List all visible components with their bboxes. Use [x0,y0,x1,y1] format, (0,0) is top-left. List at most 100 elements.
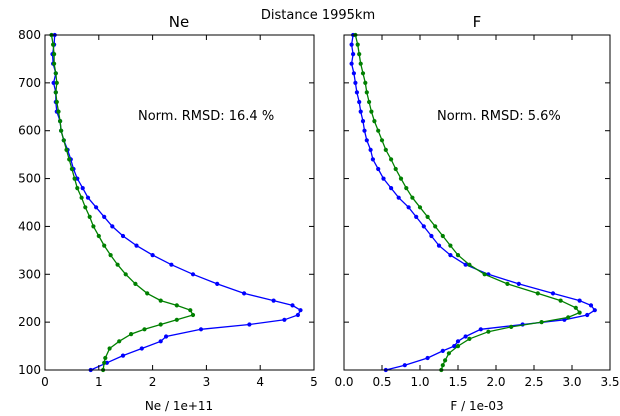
panel-f-series-blue-point [350,62,354,66]
panel-ne-series-blue-point [164,334,168,338]
panel-ne-series-green-line [52,35,194,370]
panel-f-series-blue-point [551,291,555,295]
panel-ne-series-green-point [54,90,58,94]
panel-f-series-green-point [365,90,369,94]
panel-f-y-axis [344,35,610,370]
panel-f-series-green-point [363,81,367,85]
panel-f-title: F [473,13,482,31]
panel-ne-series-green-point [54,71,58,75]
panel-ne-series-green-point [133,282,137,286]
x-tick-label: 2 [149,375,157,389]
panel-ne-series-blue-point [169,263,173,267]
panel-f-series-green-point [367,100,371,104]
panel-ne-series-green-point [175,318,179,322]
panel-f-series-green-point [359,62,363,66]
panel-f-series-green-point [456,253,460,257]
panel-ne-series-green-point [58,119,62,123]
panel-f-series-green-point [536,291,540,295]
panel-f-series-blue-point [369,148,373,152]
x-tick-label: 4 [256,375,264,389]
panel-f-series-green-point [441,363,445,367]
panel-ne-series-green-point [55,100,59,104]
panel-ne-series-blue-point [159,339,163,343]
panel-ne-series-green-point [159,299,163,303]
panel-ne-series-blue-point [121,354,125,358]
panel-f-series-green-point [578,311,582,315]
panel-ne-series-green-point [188,308,192,312]
panel-f-series-green-point [372,119,376,123]
panel-f-series-blue-point [407,205,411,209]
panel-f-series-blue-point [437,244,441,248]
x-tick-label: 3.5 [600,375,619,389]
y-tick-label: 100 [18,363,41,377]
panel-f-series-green-point [447,351,451,355]
panel-f-series-green-line [355,35,579,370]
panel-f-plot-area [350,33,597,372]
panel-ne-series-blue-point [199,327,203,331]
panel-f-series-blue-point [585,313,589,317]
panel-ne-series-green-point [145,291,149,295]
panel-f-series-green-point [574,306,578,310]
panel-ne-series-green-point [52,52,56,56]
x-tick-label: 2.5 [524,375,543,389]
panel-ne: Ne 100200300400500600700800 012345 Norm.… [18,13,318,413]
panel-f-series-green-point [433,224,437,228]
panel-f-series-blue-point [352,71,356,75]
panel-ne-series-green-point [191,313,195,317]
panel-f-series-blue-point [426,356,430,360]
panel-ne-series-green-point [91,224,95,228]
panel-f-series-blue-point [578,299,582,303]
panel-f-series-green-point [456,344,460,348]
panel-ne-series-green-point [142,327,146,331]
panel-ne-series-blue-point [290,303,294,307]
panel-ne-plot-area [49,33,302,372]
panel-f-series-green-point [394,167,398,171]
x-tick-label: 3.0 [562,375,581,389]
panel-f-series-green-point [559,299,563,303]
panel-f-series-green-point [483,272,487,276]
panel-f-series-green-point [418,205,422,209]
panel-f-series-blue-point [456,339,460,343]
panel-f-x-label: F / 1e-03 [450,399,503,413]
panel-f-series-blue-point [448,253,452,257]
y-tick-label: 600 [18,124,41,138]
panel-ne-title: Ne [169,13,189,31]
panel-ne-series-green-point [64,148,68,152]
panel-f-series-blue-point [403,363,407,367]
panel-f-series-green-point [426,215,430,219]
x-tick-label: 0.5 [372,375,391,389]
panel-f-series-blue-point [464,334,468,338]
panel-f-series-blue-point [479,327,483,331]
panel-ne-series-blue-point [102,215,106,219]
y-tick-label: 500 [18,172,41,186]
panel-f-series-green-point [443,358,447,362]
panel-ne-series-green-point [108,346,112,350]
panel-f-series-blue-point [376,167,380,171]
panel-f-series-green-point [380,138,384,142]
panel-ne-series-green-point [62,138,66,142]
panel-ne-series-green-point [59,129,63,133]
panel-f-series-blue-point [397,196,401,200]
panel-ne-series-green-point [75,186,79,190]
panel-ne-series-green-point [102,244,106,248]
panel-f-series-blue-point [371,157,375,161]
y-tick-label: 700 [18,76,41,90]
panel-f-series-blue-point [381,177,385,181]
panel-f-series-green-point [467,263,471,267]
panel-ne-series-green-point [129,332,133,336]
panel-f-series-green-point [356,43,360,47]
panel-ne-series-blue-point [140,346,144,350]
panel-f-series-green-point [448,244,452,248]
panel-ne-series-green-point [52,62,56,66]
y-tick-label: 400 [18,219,41,233]
panel-ne-x-axis: 0 1 2 3 4 5 [41,35,318,389]
panel-ne-series-green-point [73,177,77,181]
panel-f-series-green-point [404,186,408,190]
panel-ne-series-green-point [83,205,87,209]
y-tick-label: 800 [18,28,41,42]
panel-ne-series-green-point [70,167,74,171]
panel-f-series-green-point [505,282,509,286]
panel-f-series-blue-point [593,308,597,312]
panel-ne-series-green-point [102,361,106,365]
